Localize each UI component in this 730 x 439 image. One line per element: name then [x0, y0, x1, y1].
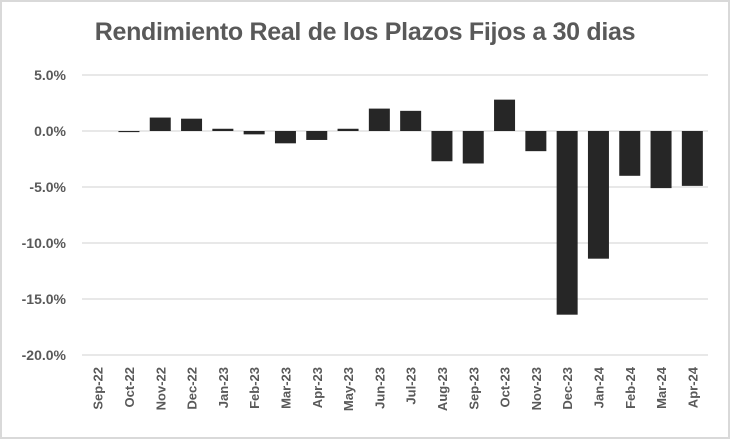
x-tick-label: Dec-22: [185, 367, 200, 410]
x-tick-label: Sep-23: [466, 367, 481, 410]
y-tick-label: 0.0%: [34, 123, 66, 139]
x-tick-label: Nov-22: [153, 367, 168, 410]
bar: [274, 131, 296, 144]
bar: [587, 131, 609, 259]
gridlines: [82, 74, 708, 356]
bar: [368, 108, 390, 131]
y-tick-label: -10.0%: [22, 235, 67, 251]
bar: [400, 110, 422, 131]
x-tick-label: Jun-23: [372, 367, 387, 409]
x-tick-label: Sep-22: [91, 367, 106, 410]
x-tick-label: Oct-22: [122, 367, 137, 407]
y-axis-ticks: 5.0% 0.0% -5.0% -10.0% -15.0% -20.0%: [22, 67, 67, 363]
x-tick-label: Nov-23: [529, 367, 544, 410]
x-tick-label: Jan-23: [216, 367, 231, 408]
x-tick-label: Jan-24: [591, 366, 606, 408]
bar: [118, 131, 140, 133]
x-tick-label: Jul-23: [404, 367, 419, 405]
x-tick-label: Aug-23: [435, 367, 450, 411]
x-tick-label: Oct-23: [498, 367, 513, 407]
x-tick-label: Feb-23: [247, 367, 262, 409]
x-tick-label: Apr-23: [310, 367, 325, 408]
bar: [556, 131, 578, 315]
y-tick-label: -20.0%: [22, 347, 67, 363]
x-tick-label: Dec-23: [560, 367, 575, 410]
x-axis-ticks: Sep-22 Oct-22 Nov-22 Dec-22 Jan-23 Feb-23 Mar-…: [91, 366, 701, 411]
y-tick-label: -15.0%: [22, 291, 67, 307]
bar: [431, 131, 453, 162]
bar: [619, 131, 641, 176]
bar: [212, 128, 234, 131]
x-tick-label: May-23: [341, 367, 356, 411]
bar: [243, 131, 265, 135]
x-tick-label: Apr-24: [685, 366, 700, 408]
bar: [525, 131, 547, 152]
bar: [681, 131, 703, 186]
x-tick-label: Mar-24: [654, 366, 669, 409]
chart-title: Rendimiento Real de los Plazos Fijos a 3…: [94, 18, 636, 46]
bar: [494, 99, 516, 131]
bar: [337, 128, 359, 131]
x-tick-label: Mar-23: [278, 367, 293, 409]
bar: [650, 131, 672, 189]
bar: [306, 131, 328, 140]
bar: [149, 117, 171, 131]
y-tick-label: -5.0%: [29, 179, 66, 195]
y-tick-label: 5.0%: [34, 67, 66, 83]
x-tick-label: Feb-24: [623, 366, 638, 409]
bar: [462, 131, 484, 164]
bars: [118, 99, 703, 315]
bar: [181, 118, 203, 131]
